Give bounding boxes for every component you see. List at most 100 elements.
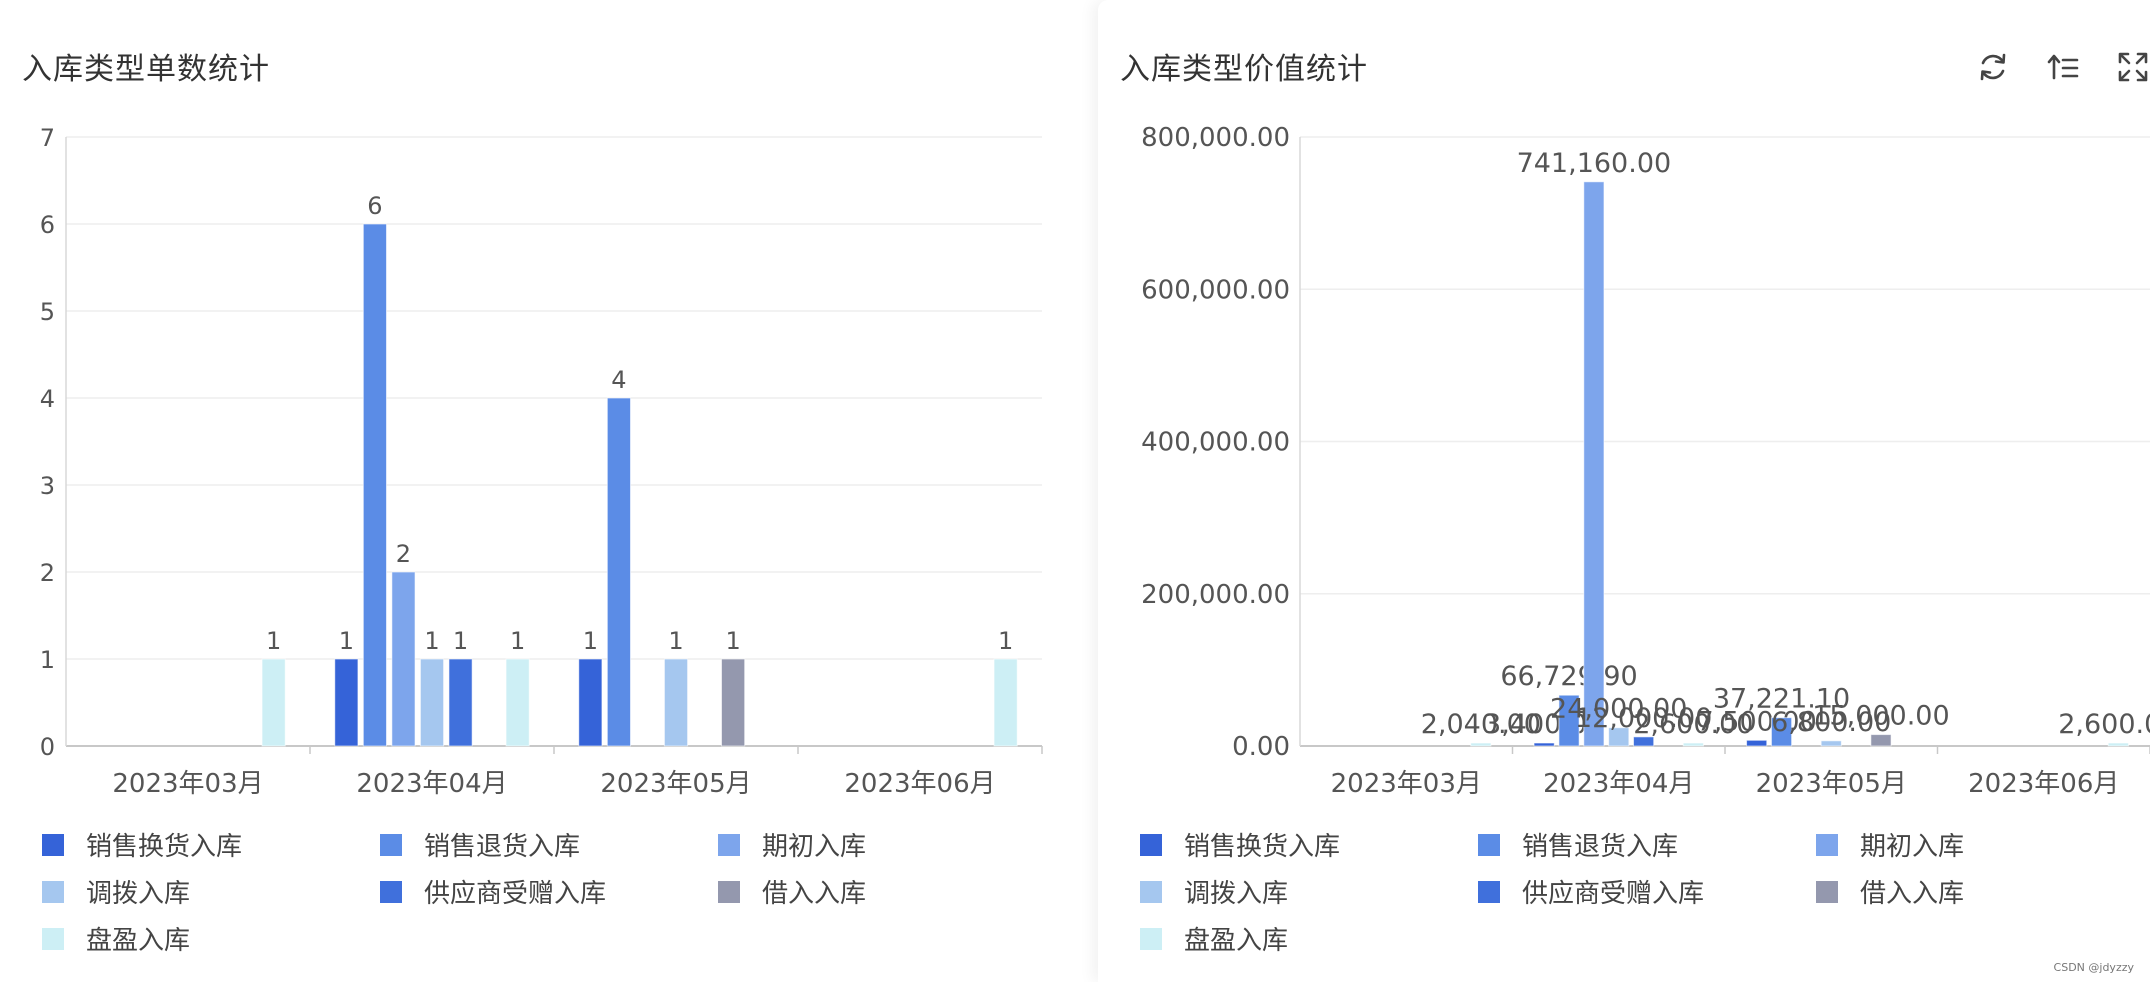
- legend-swatch: [42, 880, 64, 903]
- value-panel: 入库类型价值统计 0.00 200,000.00 400,000.00 600,000…: [1098, 0, 2150, 982]
- legend-item[interactable]: 供应商受赠入库: [1478, 873, 1704, 910]
- legend-label: 销售换货入库: [1184, 832, 1341, 862]
- x-tick-label: 2023年06月: [844, 769, 995, 799]
- y-tick-label: 2: [40, 559, 55, 587]
- legend-item[interactable]: 供应商受赠入库: [380, 873, 606, 910]
- value-bar-chart: 0.00 200,000.00 400,000.00 600,000.00 800,00…: [1141, 123, 2150, 799]
- legend-item[interactable]: 销售换货入库: [1140, 826, 1340, 863]
- legend-item[interactable]: 调拨入库: [1140, 873, 1288, 910]
- legend-item[interactable]: 借入入库: [1816, 873, 1964, 910]
- bar[interactable]: [362, 223, 387, 747]
- bar-value-label: 4: [611, 366, 626, 394]
- bar[interactable]: [1682, 742, 1704, 747]
- bar[interactable]: [1770, 717, 1793, 747]
- x-tick-label: 2023年04月: [356, 769, 507, 799]
- bar-value-label: 6: [367, 192, 382, 220]
- legend-label: 供应商受赠入库: [1522, 879, 1705, 909]
- bar[interactable]: [606, 397, 631, 747]
- bar[interactable]: [419, 658, 445, 747]
- legend-label: 盘盈入库: [1184, 926, 1289, 956]
- bar[interactable]: [1608, 727, 1630, 747]
- order-count-bar-chart: 0 1 2 3 4 5 6 7 2023年03月 2023年04月 2023年05月 2023年06月…: [40, 124, 1043, 799]
- legend-item[interactable]: 期初入库: [718, 826, 866, 863]
- bar[interactable]: [578, 658, 603, 747]
- bar-value-label: 741,160.00: [1517, 148, 1672, 179]
- bar-value-label: 1: [510, 627, 525, 655]
- legend-item[interactable]: 盘盈入库: [42, 920, 190, 957]
- legend-swatch: [1140, 833, 1162, 856]
- bar-value-label: 1: [725, 627, 740, 655]
- bar-value-label: 2: [396, 540, 411, 568]
- chart-toolbar: [1976, 50, 2150, 84]
- bar-value-label: 7,500.00: [1697, 706, 1817, 737]
- bar[interactable]: [334, 658, 359, 747]
- legend-label: 销售换货入库: [86, 832, 243, 862]
- legend-label: 调拨入库: [86, 879, 191, 909]
- legend-item[interactable]: 调拨入库: [42, 873, 190, 910]
- y-tick-label: 0.00: [1232, 732, 1290, 762]
- bar[interactable]: [448, 658, 473, 747]
- legend-swatch: [1478, 880, 1500, 903]
- y-tick-label: 3: [40, 472, 55, 500]
- legend-item[interactable]: 销售退货入库: [1478, 826, 1678, 863]
- legend-item[interactable]: 盘盈入库: [1140, 920, 1288, 957]
- y-tick-label: 1: [40, 646, 55, 674]
- x-tick-label: 2023年05月: [600, 769, 751, 799]
- bar-value-label: 66,729.90: [1500, 661, 1637, 692]
- bar-value-label: 24,000.00: [1550, 694, 1687, 725]
- bar[interactable]: [2107, 742, 2129, 747]
- legend-swatch: [42, 833, 64, 856]
- legend-label: 销售退货入库: [1522, 832, 1679, 862]
- bar[interactable]: [1820, 740, 1842, 747]
- watermark: CSDN @jdyzzy: [2053, 961, 2134, 974]
- fullscreen-icon[interactable]: [2116, 50, 2150, 84]
- bar[interactable]: [261, 658, 286, 747]
- legend-item[interactable]: 借入入库: [718, 873, 866, 910]
- legend-swatch: [1140, 927, 1162, 950]
- bar-value-label: 1: [668, 627, 683, 655]
- bar-value-label: 1: [998, 627, 1013, 655]
- x-tick-label: 2023年06月: [1968, 769, 2119, 799]
- bar-value-label: 2,040.00: [1421, 709, 1541, 740]
- bar[interactable]: [1746, 739, 1768, 747]
- legend-item[interactable]: 销售换货入库: [42, 826, 242, 863]
- legend-label: 调拨入库: [1184, 879, 1289, 909]
- legend-label: 借入入库: [762, 879, 867, 909]
- x-tick-label: 2023年03月: [112, 769, 263, 799]
- bar[interactable]: [1558, 694, 1580, 747]
- bar[interactable]: [993, 658, 1018, 747]
- y-tick-label: 7: [40, 124, 55, 152]
- refresh-icon[interactable]: [1976, 50, 2010, 84]
- legend-label: 盘盈入库: [86, 926, 191, 956]
- bar-value-label: 12,000.00: [1575, 703, 1712, 734]
- chart-title: 入库类型单数统计: [22, 52, 270, 87]
- bar-value-label: 2,600.00: [2058, 709, 2150, 740]
- bar[interactable]: [663, 658, 689, 747]
- bar[interactable]: [1583, 181, 1605, 747]
- legend-swatch: [1816, 880, 1838, 903]
- legend-label: 期初入库: [762, 832, 867, 862]
- bar[interactable]: [721, 658, 746, 747]
- bar[interactable]: [1870, 734, 1892, 747]
- bar[interactable]: [505, 658, 530, 747]
- bar[interactable]: [1633, 736, 1655, 747]
- bar-value-label: 1: [266, 627, 281, 655]
- bar[interactable]: [391, 571, 416, 747]
- bar[interactable]: [1470, 742, 1492, 747]
- legend-item[interactable]: 销售退货入库: [380, 826, 580, 863]
- y-tick-label: 5: [40, 298, 55, 326]
- bar-value-label: 1: [424, 627, 439, 655]
- bar[interactable]: [1533, 742, 1555, 747]
- y-tick-label: 4: [40, 385, 55, 413]
- legend-swatch: [1140, 880, 1162, 903]
- legend-item[interactable]: 期初入库: [1816, 826, 1964, 863]
- legend-label: 供应商受赠入库: [424, 879, 607, 909]
- legend-label: 期初入库: [1860, 832, 1965, 862]
- y-tick-label: 200,000.00: [1141, 580, 1290, 610]
- legend-label: 借入入库: [1860, 879, 1965, 909]
- sort-icon[interactable]: [2046, 50, 2080, 84]
- x-tick-label: 2023年05月: [1756, 769, 1907, 799]
- y-tick-label: 600,000.00: [1141, 275, 1290, 305]
- legend-swatch: [380, 833, 402, 856]
- bar-value-label: 6,800.00: [1771, 707, 1891, 738]
